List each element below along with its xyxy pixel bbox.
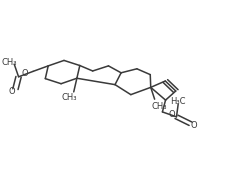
Text: CH₃: CH₃ [1, 58, 17, 67]
Text: O: O [191, 121, 197, 130]
Text: CH₃: CH₃ [152, 102, 167, 111]
Text: CH₃: CH₃ [62, 93, 77, 102]
Text: O: O [21, 69, 28, 78]
Text: O: O [9, 86, 16, 96]
Text: O: O [169, 110, 175, 119]
Text: H₃C: H₃C [170, 96, 186, 106]
